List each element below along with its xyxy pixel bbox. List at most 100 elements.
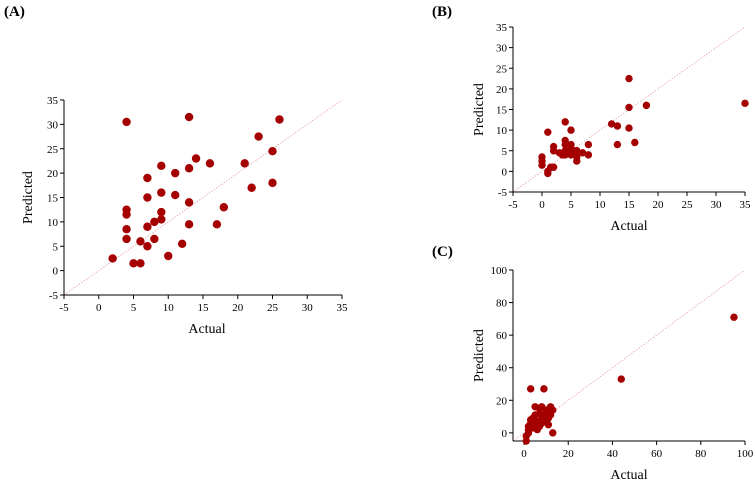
panel-b-y-tick-label: 15 (496, 105, 508, 117)
panel-a-x-tick-label: 20 (232, 302, 244, 314)
panel-b-y-axis-title: Predicted (472, 83, 487, 136)
panel-c-x-tick-label: 20 (563, 448, 575, 460)
panel-a-data-point (164, 251, 173, 261)
panel-c-data-point (540, 385, 548, 393)
panel-a-y-tick-label: 35 (47, 95, 59, 107)
panel-a-data-point (171, 168, 180, 178)
panel-a-data-point (268, 178, 277, 188)
panel-b-y-tick-label: 30 (496, 43, 508, 55)
panel-b-x-tick-label: 15 (624, 199, 636, 211)
panel-a-x-tick-label: 10 (163, 302, 175, 314)
panel-c-data-point (730, 313, 738, 321)
panel-a-data-point (122, 117, 131, 127)
panel-b-data-point (567, 126, 575, 134)
panel-a: (A) -5 0 5 10 15 20 25 30 35 -5 0 5 10 15 20 25 30 35 Actua… (4, 4, 348, 337)
panel-b-x-tick-label: 35 (740, 199, 752, 211)
panel-c-x-tick-label: 60 (651, 448, 663, 460)
panel-b-x-tick-label: -5 (508, 199, 518, 211)
panel-a-data-point (143, 242, 152, 251)
panel-b-data-point (561, 140, 569, 149)
panel-a-x-tick-label: 25 (267, 302, 279, 314)
panel-b-data-point (607, 120, 616, 128)
panel-c-y-axis-title: Predicted (472, 329, 487, 382)
panel-a-data-point (136, 237, 145, 246)
panel-c-x-tick-label: 80 (695, 448, 707, 460)
panel-b-data-point (584, 151, 593, 159)
panel-a-data-point (143, 193, 152, 202)
panel-b-data-point (549, 163, 558, 171)
panel-b-y-tick-label: 0 (502, 166, 508, 178)
panel-a-reference-line (63, 99, 343, 296)
panel-b-data-point (642, 101, 651, 110)
panel-b-x-tick-label: 0 (539, 199, 545, 211)
panel-b-data-point (625, 74, 633, 83)
panel-c-data-point (544, 421, 553, 429)
panel-a-x-tick-label: 15 (198, 302, 210, 314)
panel-c-y-tick-label: 100 (491, 265, 508, 277)
panel-a-y-tick-label: -5 (49, 290, 59, 302)
panel-b-y-tick-label: 25 (496, 63, 508, 75)
panel-c-y-tick-label: 60 (496, 330, 508, 342)
panel-a-data-point (122, 210, 131, 219)
panel-a-data-point (122, 224, 131, 234)
panel-b-x-tick-label: 20 (653, 199, 665, 211)
panel-c-data-point (617, 375, 625, 383)
panel-a-data-point (212, 220, 222, 229)
panel-b-data-point (613, 122, 622, 130)
panel-a-y-axis-title: Predicted (21, 171, 36, 224)
panel-a-data-point (157, 161, 166, 171)
panel-a-data-point (268, 146, 277, 156)
panel-b-x-axis-title: Actual (610, 219, 647, 234)
panel-b-label: (B) (432, 4, 452, 20)
panel-c-data-point (526, 385, 535, 393)
panel-a-data-point (150, 234, 159, 244)
panel-a-data-point (191, 154, 201, 163)
panel-a-x-tick-label: -5 (59, 302, 69, 314)
panel-b-data-point (538, 161, 546, 169)
panel-a-data-point (108, 254, 117, 263)
panel-a-data-point (247, 183, 256, 192)
panel-b-x-tick-label: 10 (595, 199, 607, 211)
panel-c-y-tick-label: 0 (502, 428, 508, 440)
panel-c: (C) 0 20 40 60 80 100 0 20 40 60 80 100 Actual Predict… (432, 244, 753, 483)
panel-a-data-point (143, 222, 152, 231)
panel-a-y-tick-label: 15 (47, 193, 59, 205)
panel-c-y-tick-label: 20 (496, 395, 508, 407)
panel-b-x-tick-label: 25 (682, 199, 694, 211)
panel-c-y-tick-label: 80 (496, 298, 508, 310)
panel-a-data-point (157, 215, 166, 224)
panel-b: (B) -5 0 5 10 15 20 25 30 35 -5 0 5 10 15 20 25 30 35 Actua… (432, 4, 751, 234)
panel-a-data-point (254, 132, 263, 141)
panel-a-data-point (184, 220, 194, 229)
panel-a-x-tick-label: 30 (302, 302, 314, 314)
panel-a-data-point (205, 159, 215, 168)
panel-b-data-point (741, 99, 749, 108)
panel-a-data-point (184, 112, 194, 122)
panel-a-data-point (136, 259, 145, 268)
panel-a-y-tick-label: 20 (47, 168, 59, 180)
panel-a-x-tick-label: 35 (337, 302, 349, 314)
panel-a-y-tick-label: 5 (53, 241, 59, 253)
panel-a-label: (A) (4, 4, 25, 20)
panel-c-x-tick-label: 40 (607, 448, 619, 460)
panel-a-data-point (171, 190, 180, 200)
panel-b-data-point (625, 103, 633, 112)
panel-a-data-point (275, 115, 284, 124)
panel-a-data-point (240, 159, 249, 168)
panel-b-data-point (544, 169, 552, 178)
panel-b-y-tick-label: 5 (502, 146, 508, 158)
panel-b-data-point (578, 149, 587, 157)
panel-c-x-tick-label: 0 (521, 448, 527, 460)
panel-b-data-point (561, 118, 569, 126)
panel-a-data-point (143, 173, 152, 183)
panel-a-y-tick-label: 10 (47, 217, 59, 229)
panel-b-data-point (631, 138, 639, 147)
panel-b-y-tick-label: 20 (496, 84, 508, 96)
panel-a-x-axis-title: Actual (188, 322, 225, 337)
panel-a-x-tick-label: 5 (131, 302, 137, 314)
panel-b-y-tick-label: 35 (496, 22, 508, 34)
panel-b-y-tick-label: -5 (498, 187, 508, 199)
panel-b-data-point (544, 128, 552, 136)
panel-b-y-tick-label: 10 (496, 125, 508, 137)
